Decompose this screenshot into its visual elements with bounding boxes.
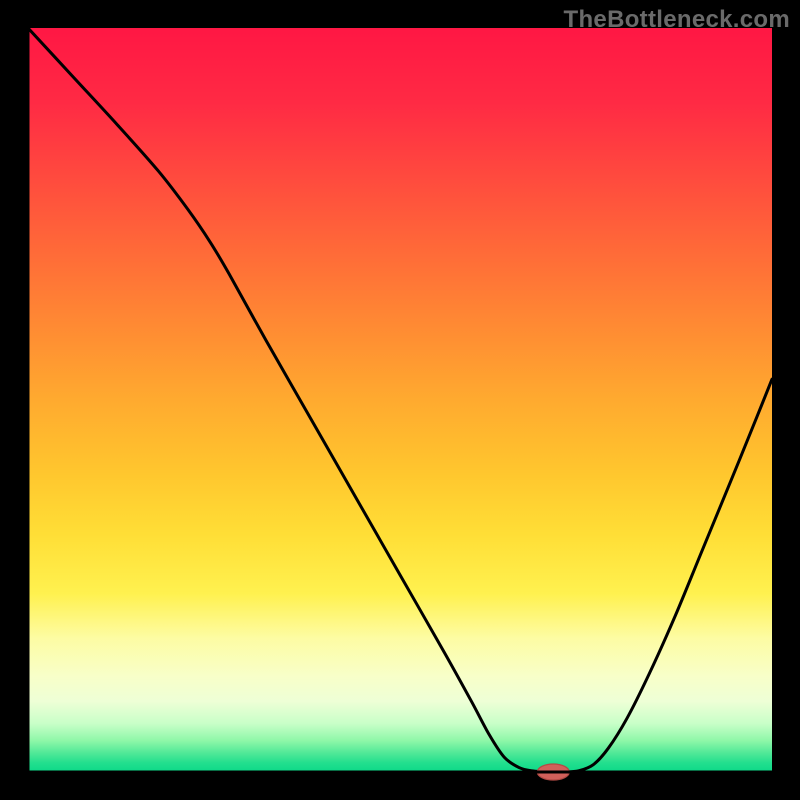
- chart-container: TheBottleneck.com: [0, 0, 800, 800]
- plot-background-gradient: [28, 28, 772, 772]
- watermark-text: TheBottleneck.com: [564, 6, 790, 34]
- bottleneck-chart: [0, 0, 800, 800]
